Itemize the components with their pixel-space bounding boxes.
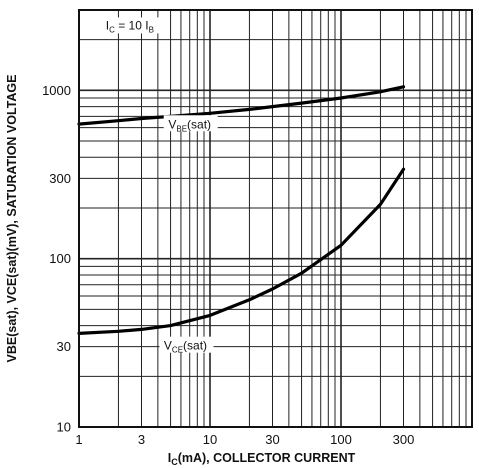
plot-frame [78,9,473,428]
series-label-bg [163,115,218,132]
x-tick-label: 300 [393,432,415,447]
grid [79,10,472,427]
y-axis-title: VBE(sat), VCE(sat)(mV), SATURATION VOLTA… [5,75,19,363]
labels-layer: 1 3 10 30 100 300 10 30 100 300 1000 VBE(sat) VCE(sa… [42,17,414,447]
annotation-bg [100,17,163,34]
y-tick-label: 100 [49,251,71,266]
series-label-bg [159,336,214,353]
x-tick-label: 100 [330,432,352,447]
y-tick-label: 300 [49,171,71,186]
x-axis-title: IC(mA), COLLECTOR CURRENT [168,451,356,467]
x-tick-label: 10 [203,432,217,447]
x-tick-label: 1 [75,432,82,447]
y-tick-label: 10 [57,420,71,435]
x-tick-label: 30 [265,432,279,447]
series-line-1 [77,167,406,335]
series-line-0 [77,85,406,126]
x-tick-label: 3 [138,432,145,447]
y-tick-label: 30 [57,339,71,354]
series-label: VCE(sat) [164,339,207,355]
series-label: VBE(sat) [168,117,211,133]
series-layer [77,85,406,335]
annotation-ic-ib: IC = 10 IB [106,18,154,34]
y-tick-label: 1000 [42,83,71,98]
